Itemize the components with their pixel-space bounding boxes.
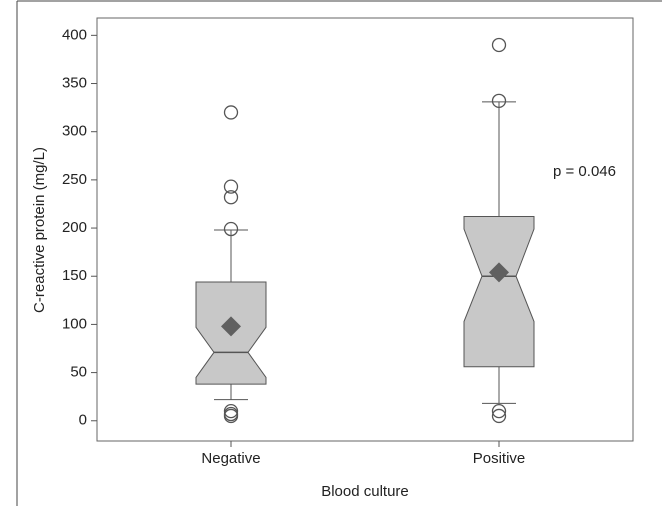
outlier <box>491 408 507 424</box>
y-tick-label: 150 <box>62 267 87 284</box>
x-tick-label: Positive <box>473 450 526 467</box>
mean-marker <box>489 262 509 283</box>
outlier <box>491 93 507 109</box>
outlier <box>223 190 239 205</box>
x-axis-label: Blood culture <box>321 483 409 500</box>
y-tick-label: 0 <box>79 412 87 429</box>
outlier <box>223 221 239 237</box>
y-tick-label: 200 <box>62 219 87 236</box>
y-tick-label: 400 <box>62 26 87 43</box>
x-tick-label: Negative <box>201 450 260 467</box>
outlier <box>223 105 239 120</box>
box <box>463 215 535 368</box>
y-tick-label: 350 <box>62 74 87 91</box>
y-tick-label: 100 <box>62 315 87 332</box>
outlier <box>491 37 507 53</box>
mean-marker <box>221 316 241 337</box>
outlier <box>223 408 239 424</box>
y-tick-label: 50 <box>70 364 87 381</box>
outlier <box>491 403 507 419</box>
y-axis-label: C-reactive protein (mg/L) <box>31 147 48 313</box>
outlier <box>223 179 239 194</box>
plot-frame <box>96 17 634 442</box>
y-tick-label: 300 <box>62 123 87 140</box>
annotation: p = 0.046 <box>553 163 616 180</box>
y-tick-label: 250 <box>62 171 87 188</box>
